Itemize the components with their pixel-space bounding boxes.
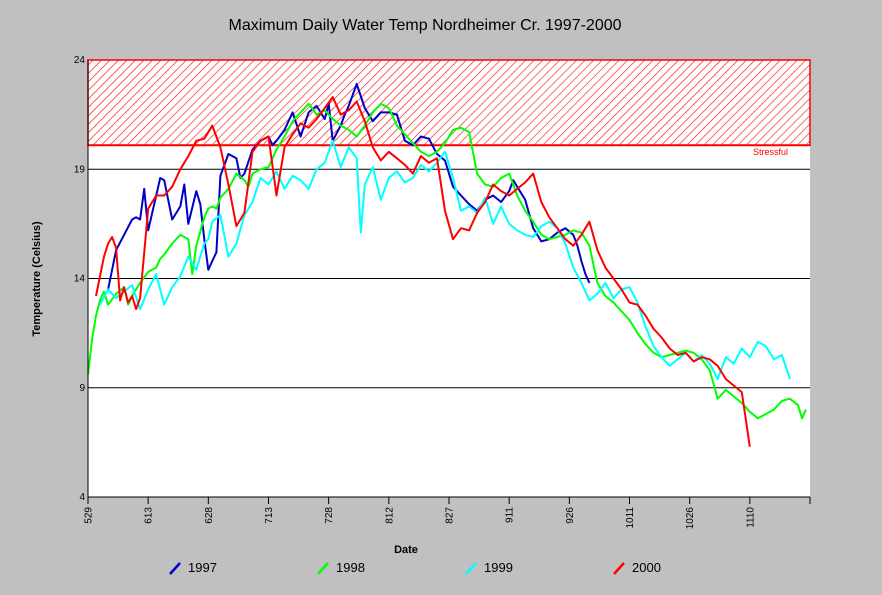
- x-tick-label-613: 613: [144, 507, 155, 524]
- legend-label-1999: 1999: [484, 560, 513, 575]
- y-tick-label-9: 9: [79, 383, 85, 394]
- y-tick-label-24: 24: [74, 55, 86, 66]
- legend-item-2000: 2000: [612, 560, 661, 575]
- legend-item-1997: 1997: [168, 560, 217, 575]
- x-tick-label-827: 827: [445, 507, 456, 524]
- legend-item-1999: 1999: [464, 560, 513, 575]
- chart-title: Maximum Daily Water Temp Nordheimer Cr. …: [228, 17, 622, 34]
- y-tick-label-4: 4: [79, 492, 85, 503]
- legend-swatch-2000: [612, 561, 626, 575]
- x-tick-label-926: 926: [565, 507, 576, 524]
- y-tick-label-19: 19: [74, 164, 86, 175]
- x-tick-label-1026: 1026: [685, 507, 696, 530]
- x-tick-label-1110: 1110: [745, 507, 756, 528]
- series-line-2000: [95, 96, 751, 447]
- x-axis-title: Date: [394, 544, 418, 556]
- x-tick-label-728: 728: [324, 507, 335, 524]
- legend-swatch-1999: [464, 561, 478, 575]
- stressful-label: Stressful: [753, 147, 788, 157]
- y-axis-title: Temperature (Celsius): [31, 221, 43, 337]
- x-tick-label-529: 529: [84, 507, 95, 524]
- x-tick-label-1011: 1011: [625, 507, 636, 529]
- y-tick-label-14: 14: [74, 274, 86, 285]
- legend-label-1997: 1997: [188, 560, 217, 575]
- stressful-band: [87, 59, 811, 146]
- x-tick-label-628: 628: [204, 507, 215, 524]
- x-tick-label-713: 713: [264, 507, 275, 524]
- legend-swatch-1998: [316, 561, 330, 575]
- legend-label-2000: 2000: [632, 560, 661, 575]
- legend-label-1998: 1998: [336, 560, 365, 575]
- x-tick-label-911: 911: [505, 507, 516, 523]
- legend-item-1998: 1998: [316, 560, 365, 575]
- series-line-1998: [87, 102, 807, 420]
- x-tick-label-812: 812: [384, 507, 395, 524]
- legend-swatch-1997: [168, 561, 182, 575]
